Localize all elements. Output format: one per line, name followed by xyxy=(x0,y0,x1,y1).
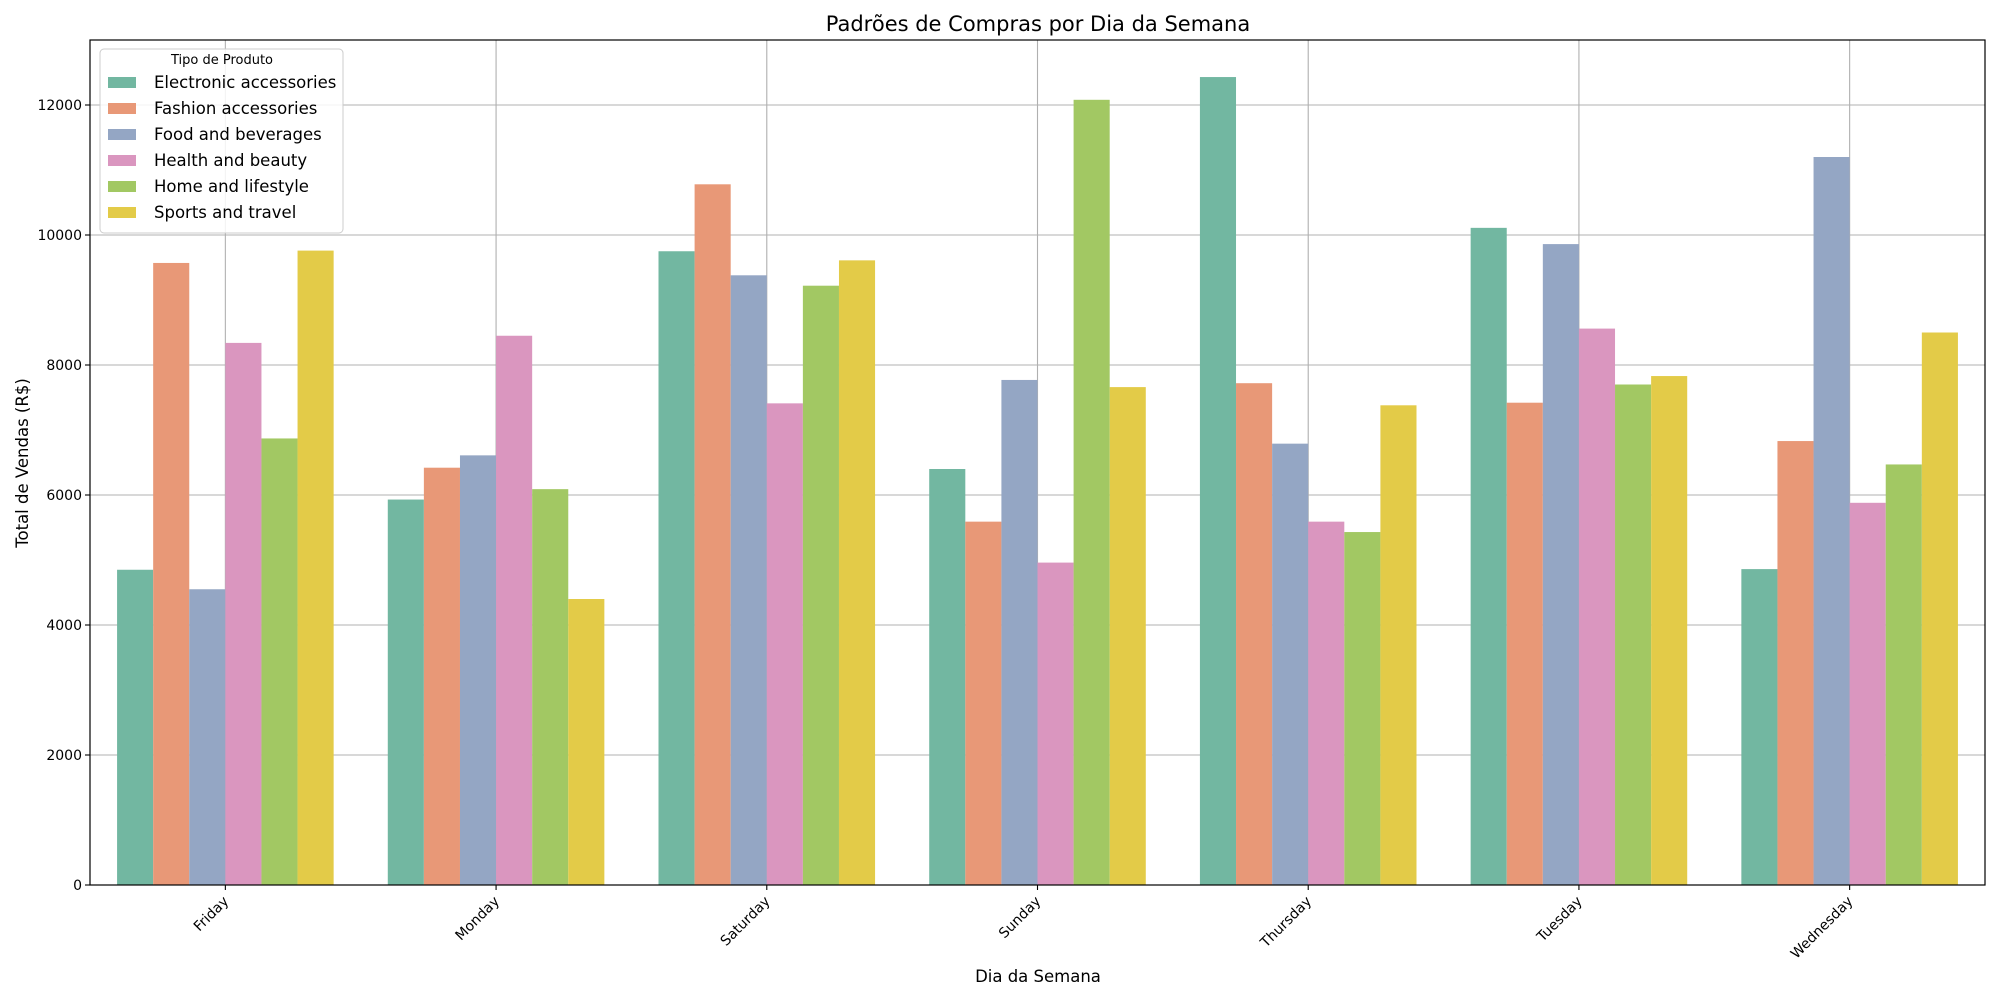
legend-items: Electronic accessories Fashion accessorie… xyxy=(108,73,336,222)
legend-label: Fashion accessories xyxy=(154,99,317,118)
bar xyxy=(297,250,334,886)
chart-title: Padrões de Compras por Dia da Semana xyxy=(826,12,1250,36)
bar xyxy=(1272,443,1309,885)
bar xyxy=(189,589,226,885)
y-axis-label: Total de Vendas (R$) xyxy=(13,378,32,549)
bar xyxy=(1199,77,1237,886)
bar xyxy=(1615,384,1652,885)
bar xyxy=(1380,405,1417,885)
bar xyxy=(225,342,262,885)
bar xyxy=(1849,502,1886,885)
legend-label: Health and beauty xyxy=(154,151,307,170)
legend-box xyxy=(99,48,344,234)
x-tick-label: Sunday xyxy=(996,894,1044,942)
legend-label: Sports and travel xyxy=(154,203,296,222)
bar xyxy=(1073,99,1110,886)
legend: Tipo de Produto Electronic accessories Fa… xyxy=(99,48,344,234)
y-tick-label: 10000 xyxy=(37,228,82,244)
bar xyxy=(1813,157,1850,885)
bar xyxy=(1109,387,1146,885)
x-axis: Friday Monday Saturday Sunday Thursday Tuesda… xyxy=(191,885,1857,963)
y-tick-label: 6000 xyxy=(46,488,82,504)
legend-title: Tipo de Produto xyxy=(170,53,273,68)
bar xyxy=(1037,562,1074,885)
legend-swatch xyxy=(108,129,136,140)
bar xyxy=(387,499,424,885)
bar xyxy=(423,467,460,885)
bar xyxy=(568,599,605,885)
x-tick-label: Monday xyxy=(452,894,502,944)
x-axis-label: Dia da Semana xyxy=(975,967,1101,986)
bar xyxy=(1921,332,1958,885)
bar xyxy=(1236,383,1273,885)
bar xyxy=(658,251,695,885)
legend-swatch xyxy=(108,103,136,114)
bar xyxy=(1542,244,1579,886)
bar xyxy=(1651,376,1688,885)
legend-swatch xyxy=(108,77,136,88)
x-tick-label: Saturday xyxy=(718,894,774,950)
bar xyxy=(532,489,569,885)
y-axis: 0 2000 4000 6000 8000 10000 12000 xyxy=(37,98,90,894)
bar xyxy=(261,438,298,885)
bar xyxy=(1885,464,1922,885)
y-tick-label: 2000 xyxy=(46,748,82,764)
y-tick-label: 0 xyxy=(73,878,82,894)
bar xyxy=(1470,227,1507,886)
bar xyxy=(1001,379,1038,885)
x-tick-label: Friday xyxy=(191,894,232,935)
y-tick-label: 12000 xyxy=(37,98,82,114)
bar xyxy=(1741,569,1778,885)
x-tick-label: Wednesday xyxy=(1788,894,1857,963)
bar xyxy=(459,455,497,885)
bar xyxy=(802,285,839,885)
y-tick-label: 8000 xyxy=(46,358,82,374)
legend-label: Home and lifestyle xyxy=(154,177,309,196)
bar xyxy=(117,569,154,885)
y-tick-label: 4000 xyxy=(46,618,82,634)
x-tick-label: Tuesday xyxy=(1533,894,1585,946)
bar xyxy=(1308,521,1345,885)
bar xyxy=(1777,441,1814,885)
x-tick-label: Thursday xyxy=(1257,894,1315,952)
legend-swatch xyxy=(108,207,136,218)
bar xyxy=(694,184,731,886)
legend-label: Electronic accessories xyxy=(154,73,336,92)
bar xyxy=(965,521,1002,885)
bar xyxy=(730,275,767,885)
bar xyxy=(929,469,966,885)
bar xyxy=(1344,532,1381,885)
bar xyxy=(838,260,876,886)
bar xyxy=(1578,328,1616,886)
bar xyxy=(496,335,533,885)
legend-swatch xyxy=(108,155,136,166)
bar xyxy=(153,262,190,885)
bars xyxy=(117,77,1958,886)
legend-swatch xyxy=(108,181,136,192)
bar xyxy=(766,403,803,885)
legend-label: Food and beverages xyxy=(154,125,322,144)
bar xyxy=(1506,402,1543,885)
